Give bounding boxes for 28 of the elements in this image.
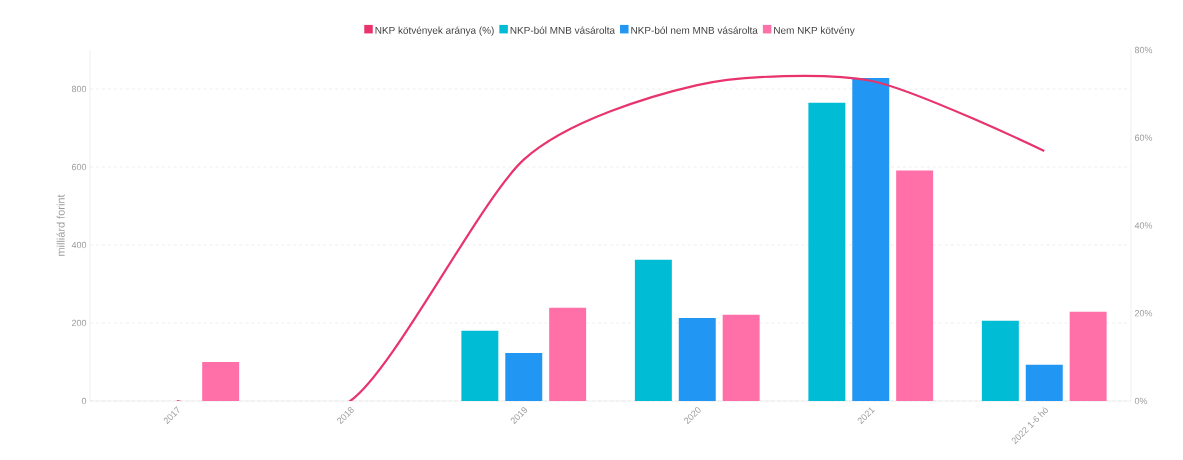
y2-tick-label: 20%	[1134, 310, 1153, 317]
y2-tick-label: 80%	[1134, 46, 1153, 54]
legend-label: NKP-ból nem MNB vásárolta	[631, 26, 758, 34]
bar	[634, 259, 672, 401]
bar	[808, 102, 846, 401]
y-tick-label: 800	[71, 85, 87, 93]
y-tick-label: 400	[71, 241, 87, 249]
y2-tick-label: 0%	[1134, 397, 1148, 405]
bar	[852, 78, 890, 401]
y-axis-title: milliárd forint	[56, 194, 65, 256]
bar	[461, 330, 499, 401]
bar	[549, 307, 587, 401]
bar	[1069, 311, 1107, 401]
legend-label: NKP kötvények aránya (%)	[375, 26, 494, 36]
y-tick-label: 600	[71, 163, 87, 171]
y2-tick-label: 40%	[1134, 222, 1153, 229]
legend-label: NKP-ból MNB vásárolta	[510, 26, 616, 34]
bar	[1025, 364, 1063, 401]
y-tick-label: 200	[71, 319, 87, 327]
bar	[896, 170, 934, 401]
bar	[678, 317, 716, 401]
bar	[981, 320, 1019, 401]
legend-label: Nem NKP kötvény	[774, 26, 855, 36]
bar	[202, 361, 240, 401]
y2-tick-label: 60%	[1134, 134, 1153, 141]
bar	[722, 314, 760, 401]
y-tick-label: 0	[81, 397, 87, 405]
bar	[505, 353, 543, 401]
